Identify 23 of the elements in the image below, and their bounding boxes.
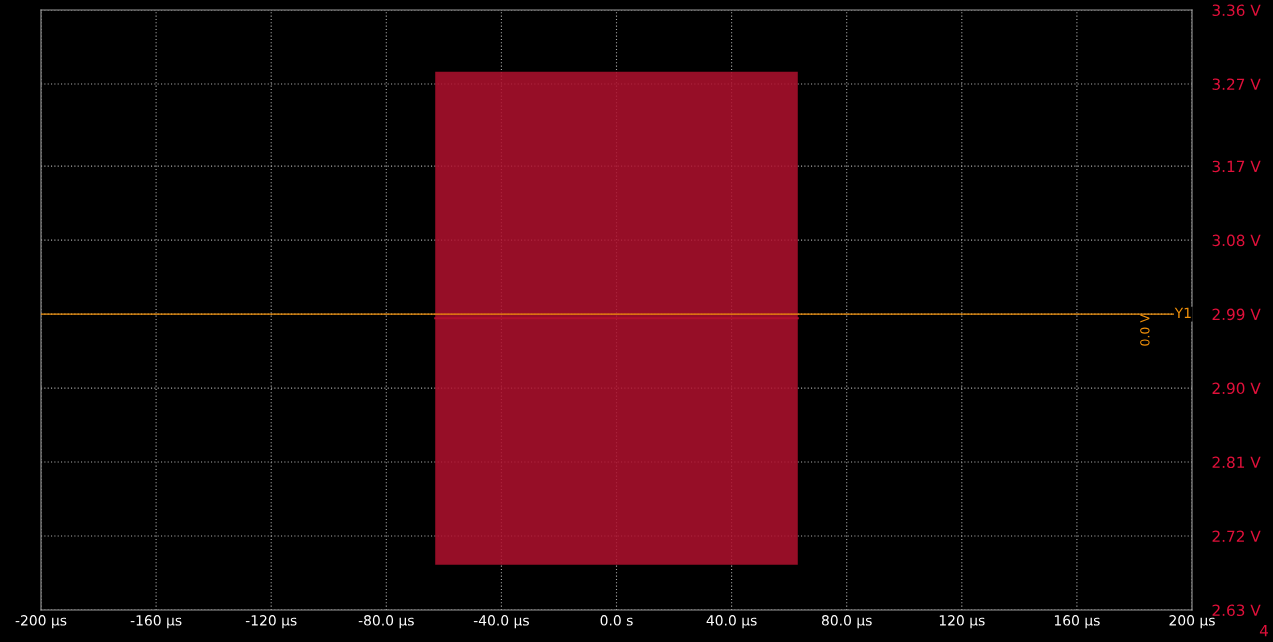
y-tick-label: 3.27 V <box>1212 78 1261 90</box>
x-tick-label: 120 µs <box>939 615 985 629</box>
x-tick-label: 80.0 µs <box>821 615 872 629</box>
x-tick-label: -160 µs <box>130 615 182 629</box>
x-tick-label: 200 µs <box>1169 615 1215 629</box>
x-tick-label: 40.0 µs <box>706 615 757 629</box>
text: 4 <box>1259 625 1268 637</box>
annotation: 0.0 V <box>1140 314 1150 346</box>
y-tick-label: 3.36 V <box>1212 4 1261 17</box>
x-tick-label: 160 µs <box>1054 615 1100 629</box>
y-tick-label: 2.63 V <box>1212 604 1261 617</box>
y-tick-label: 2.90 V <box>1212 382 1261 395</box>
x-tick-label: -40.0 µs <box>473 615 529 629</box>
x-tick-label: -120 µs <box>245 615 297 629</box>
x-tick-label: -80.0 µs <box>358 615 414 629</box>
x-tick-label: 0.0 s <box>600 615 633 626</box>
y-tick-label: 3.08 V <box>1212 234 1261 247</box>
y-tick-label: 2.99 V <box>1212 308 1261 321</box>
x-tick-label: -200 µs <box>15 615 67 629</box>
y-tick-label: 2.72 V <box>1212 530 1261 542</box>
y-tick-label: 2.81 V <box>1212 456 1261 469</box>
ref-line-label: Y1 <box>1174 307 1191 318</box>
y-tick-label: 3.17 V <box>1212 160 1261 173</box>
